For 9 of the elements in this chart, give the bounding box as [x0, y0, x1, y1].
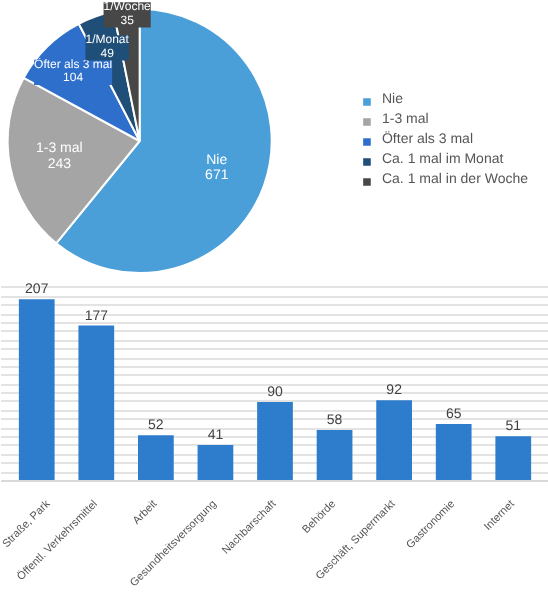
bar — [18, 299, 55, 481]
bar — [197, 444, 234, 481]
bar — [376, 400, 412, 481]
bar — [257, 401, 293, 481]
bar — [316, 430, 353, 481]
bar — [138, 435, 174, 481]
bar — [78, 325, 115, 481]
bar — [435, 423, 472, 481]
bar — [495, 436, 532, 481]
